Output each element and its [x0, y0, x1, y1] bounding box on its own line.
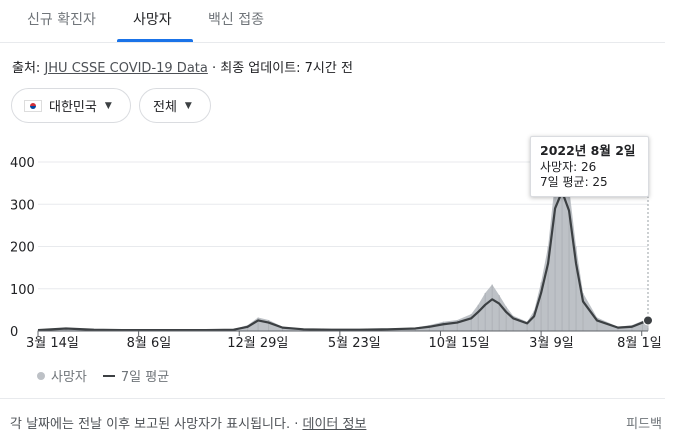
scope-dropdown[interactable]: 전체 ▼ [139, 88, 211, 123]
y-tick-label: 400 [10, 156, 35, 171]
x-tick-label: 3월 9일 [529, 336, 574, 351]
data-source-line: 출처: JHU CSSE COVID-19 Data · 최종 업데이트: 7시… [12, 57, 353, 76]
caret-down-icon: ▼ [184, 100, 192, 111]
legend-deaths: 사망자 [51, 370, 87, 385]
hover-point [643, 315, 653, 326]
seven-day-average-line [37, 190, 649, 332]
tooltip-deaths: 사망자: 26 [540, 160, 597, 174]
footer-text: 각 날짜에는 전날 이후 보고된 사망자가 표시됩니다. · [10, 417, 303, 432]
y-tick-label: 200 [10, 241, 35, 256]
x-tick-label: 5월 23일 [328, 336, 381, 351]
x-axis: 3월 14일 8월 6일 12월 29일 5월 23일 10월 15일 3월 9일 8월 1… [26, 330, 662, 351]
data-info-link[interactable]: 데이터 정보 [302, 417, 367, 432]
tooltip-average: 7일 평균: 25 [540, 175, 608, 189]
footer-divider [0, 398, 665, 399]
x-tick-label: 3월 14일 [26, 336, 79, 351]
source-prefix: 출처: [12, 61, 45, 76]
y-tick-label: 0 [10, 325, 18, 340]
active-tab-indicator [117, 39, 193, 42]
x-tick-label: 8월 1일 [617, 336, 662, 351]
chart-legend: 사망자 7일 평균 [37, 366, 169, 385]
x-tick-label: 12월 29일 [227, 336, 288, 351]
tab-vaccinations[interactable]: 백신 접종 [208, 12, 264, 28]
last-updated: · 최종 업데이트: 7시간 전 [207, 61, 353, 76]
daily-deaths-area-shape [38, 166, 648, 331]
tooltip-date: 2022년 8월 2일 [540, 143, 636, 158]
tab-deaths[interactable]: 사망자 [133, 12, 172, 28]
average-line [37, 190, 649, 332]
region-dropdown[interactable]: 대한민국 ▼ [11, 88, 131, 123]
feedback-link[interactable]: 피드백 [626, 417, 662, 432]
x-tick-label: 8월 6일 [127, 336, 172, 351]
caret-down-icon: ▼ [104, 100, 112, 111]
deaths-chart[interactable]: 0 100 200 300 400 3월 14일 8월 6일 12월 29일 5월 23일 10… [0, 140, 680, 365]
x-tick-label: 10월 15일 [428, 336, 489, 351]
chart-tooltip: 2022년 8월 2일 사망자: 26 7일 평균: 25 [530, 136, 649, 197]
y-axis: 0 100 200 300 400 [10, 156, 35, 340]
hover-marker [643, 140, 653, 331]
tab-bar: 신규 확진자 사망자 백신 접종 [0, 0, 665, 43]
legend-dot-icon [37, 371, 45, 380]
legend-average: 7일 평균 [120, 370, 170, 385]
y-tick-label: 100 [10, 283, 35, 298]
tab-new-cases[interactable]: 신규 확진자 [27, 12, 96, 28]
region-label: 대한민국 [49, 100, 97, 115]
scope-label: 전체 [153, 100, 177, 115]
legend-line-icon [102, 374, 115, 377]
source-link[interactable]: JHU CSSE COVID-19 Data [44, 61, 208, 76]
y-tick-label: 300 [10, 198, 35, 213]
kr-flag-icon [24, 99, 42, 112]
footer-note: 각 날짜에는 전날 이후 보고된 사망자가 표시됩니다. · 데이터 정보 [10, 413, 366, 432]
